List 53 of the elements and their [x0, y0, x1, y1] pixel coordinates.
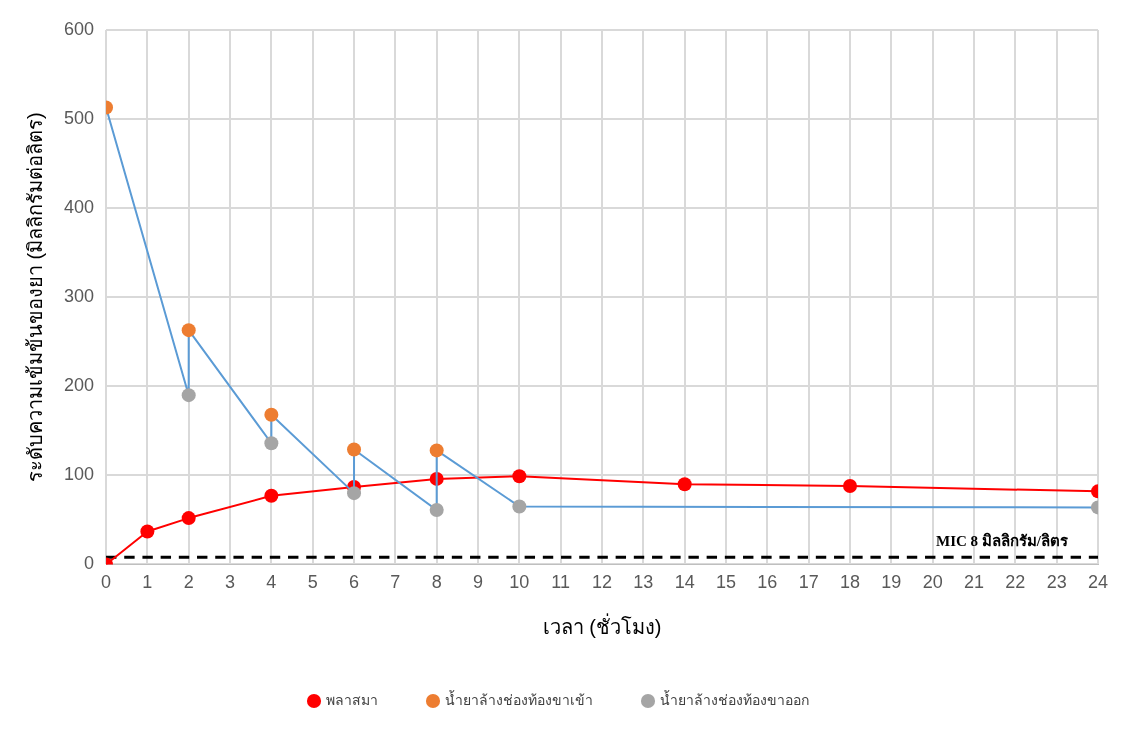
- x-tick-label: 15: [716, 572, 737, 593]
- x-tick-label: 2: [183, 572, 194, 593]
- x-axis-title: เวลา (ชั่วโมง): [542, 612, 662, 638]
- x-tick-label: 8: [431, 572, 442, 593]
- x-tick-label: 23: [1046, 572, 1067, 593]
- y-tick-label: 0: [84, 553, 95, 574]
- point: [843, 479, 858, 494]
- point: [347, 486, 362, 501]
- x-tick-label: 7: [390, 572, 401, 593]
- x-tick-label: 12: [592, 572, 613, 593]
- point: [512, 499, 527, 514]
- point: [264, 407, 279, 422]
- point: [429, 443, 444, 458]
- x-tick-label: 1: [142, 572, 153, 593]
- point: [181, 388, 196, 403]
- legend-label: น้ำยาล้างช่องท้องขาเข้า: [445, 689, 593, 708]
- x-tick-label: 19: [881, 572, 902, 593]
- x-tick-label: 22: [1005, 572, 1026, 593]
- point: [181, 323, 196, 338]
- point: [264, 488, 279, 503]
- x-tick-label: 5: [307, 572, 318, 593]
- point: [429, 503, 444, 518]
- x-tick-label: 18: [839, 572, 861, 593]
- point: [140, 524, 155, 539]
- point: [264, 436, 279, 451]
- point: [181, 511, 196, 526]
- x-tick-label: 10: [509, 572, 530, 593]
- y-tick-label: 200: [63, 375, 95, 396]
- point: [677, 477, 692, 492]
- y-tick-label: 400: [63, 197, 95, 218]
- ref-line-label: MIC 8 มิลลิกรัม/ลิตร: [936, 531, 1069, 549]
- x-tick-label: 17: [798, 572, 819, 593]
- x-tick-label: 4: [266, 572, 277, 593]
- x-tick-label: 14: [674, 572, 695, 593]
- legend-label: น้ำยาล้างช่องท้องขาออก: [660, 689, 809, 708]
- x-tick-label: 13: [633, 572, 654, 593]
- x-tick-label: 6: [349, 572, 360, 593]
- x-tick-label: 16: [757, 572, 778, 593]
- y-tick-label: 500: [63, 108, 95, 129]
- x-tick-label: 9: [473, 572, 484, 593]
- y-tick-label: 600: [63, 18, 95, 39]
- x-tick-label: 0: [101, 572, 112, 593]
- x-tick-label: 24: [1087, 572, 1109, 593]
- x-tick-label: 20: [922, 572, 943, 593]
- legend-label: พลาสมา: [326, 691, 378, 708]
- y-axis-title: ระดับความเข้มข้นของยา (มิลลิกรัมต่อลิตร): [23, 112, 46, 483]
- x-tick-label: 3: [225, 572, 236, 593]
- y-tick-label: 300: [63, 286, 95, 307]
- y-tick-label: 100: [63, 464, 95, 485]
- point: [512, 469, 527, 484]
- point: [347, 442, 362, 457]
- x-tick-label: 11: [551, 572, 571, 593]
- x-tick-label: 21: [963, 572, 985, 593]
